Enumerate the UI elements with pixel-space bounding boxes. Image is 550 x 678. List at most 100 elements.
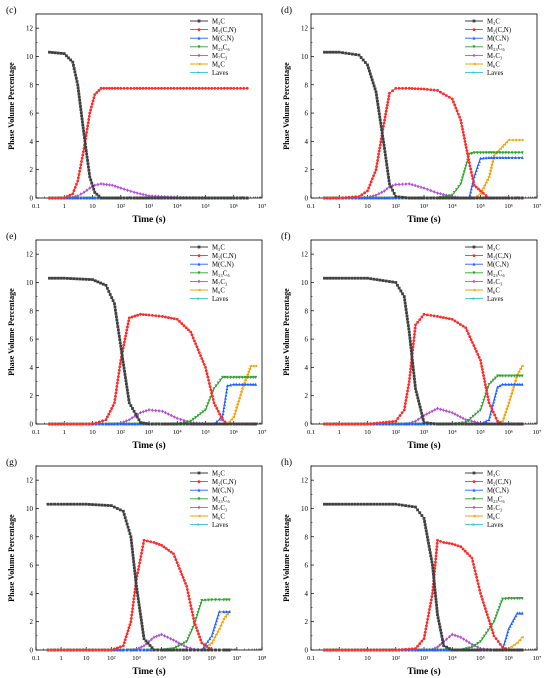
data-point (74, 73, 77, 77)
x-tick-label: 10⁶ (504, 203, 513, 210)
data-point (441, 638, 444, 641)
y-tick-label: 12 (26, 251, 34, 259)
legend-marker (472, 279, 476, 284)
data-point (425, 624, 428, 628)
data-point (517, 151, 521, 155)
data-point (102, 196, 106, 200)
data-point (134, 412, 138, 416)
data-point (498, 374, 502, 378)
data-point (484, 194, 488, 198)
data-point (194, 86, 198, 90)
legend-item: Laves (190, 70, 229, 77)
data-point (479, 358, 482, 362)
data-point (484, 181, 488, 184)
data-point (220, 620, 224, 624)
data-point (340, 276, 344, 280)
data-point (211, 398, 215, 401)
data-point (450, 410, 454, 415)
data-point (450, 542, 454, 546)
y-tick-label: 4 (30, 138, 34, 146)
data-point (87, 278, 91, 281)
data-point (400, 411, 404, 415)
legend-item: Laves (465, 522, 504, 529)
data-point (520, 151, 524, 155)
legend-marker (472, 488, 476, 492)
data-point (97, 194, 101, 198)
data-point (130, 422, 134, 426)
data-point (185, 420, 189, 424)
data-point (406, 317, 409, 321)
data-point (428, 551, 432, 555)
data-point (81, 123, 85, 127)
data-point (146, 641, 150, 645)
data-point (113, 422, 116, 426)
legend-marker (472, 71, 476, 74)
data-point (205, 372, 209, 376)
data-point (359, 648, 363, 652)
data-point (420, 315, 424, 319)
data-point (135, 196, 139, 200)
legend-label: M₂₃C₆ (212, 44, 230, 51)
data-point (92, 187, 96, 191)
data-point (116, 185, 120, 189)
data-point (180, 573, 184, 576)
data-point (138, 558, 142, 562)
data-point (236, 399, 240, 403)
data-point (367, 66, 370, 70)
data-point (73, 185, 77, 189)
data-point (476, 641, 480, 646)
data-point (469, 416, 473, 421)
legend-label: M₂₃C₆ (487, 270, 505, 277)
data-point (427, 541, 430, 545)
data-point (389, 185, 393, 189)
data-point (388, 182, 391, 186)
data-point (366, 276, 369, 280)
data-point (117, 331, 121, 335)
x-tick-label: 10⁵ (182, 655, 191, 662)
data-point (180, 642, 183, 647)
data-point (380, 190, 384, 195)
data-point (76, 83, 80, 87)
data-point (53, 502, 56, 506)
data-point (391, 196, 395, 200)
data-point (383, 118, 386, 122)
data-point (363, 191, 367, 195)
data-point (412, 368, 415, 372)
data-point (99, 196, 103, 200)
x-tick-label: 10 (83, 655, 90, 662)
chart-panel-e: (e)0.1 1 10 10² 10³ 10⁴ 10⁵ 10⁶ 10⁷024681012Time… (6, 231, 266, 451)
data-point (144, 193, 148, 197)
data-point (87, 118, 91, 121)
data-point (96, 196, 100, 200)
data-point (210, 391, 214, 395)
data-point (497, 606, 501, 610)
data-point (397, 503, 401, 507)
data-point (323, 50, 326, 54)
data-point (120, 351, 124, 354)
data-point (468, 193, 472, 197)
data-point (124, 635, 128, 639)
data-point (195, 422, 199, 426)
data-point (201, 360, 205, 363)
data-point (323, 422, 326, 426)
data-point (419, 408, 423, 412)
legend-item: M₃C (465, 245, 500, 252)
legend-item: M(C,N) (465, 262, 509, 269)
data-point (413, 183, 417, 188)
data-point (464, 422, 468, 426)
data-point (79, 192, 83, 196)
data-point (192, 422, 196, 426)
data-point (211, 638, 215, 642)
data-point (178, 567, 181, 570)
data-point (87, 502, 91, 506)
data-point (465, 196, 468, 200)
data-point (85, 127, 89, 131)
data-point (133, 569, 137, 573)
data-point (374, 193, 378, 197)
legend-marker (197, 36, 201, 40)
y-tick-label: 0 (30, 195, 34, 203)
data-point (65, 648, 69, 652)
data-point (79, 111, 83, 115)
data-point (112, 505, 116, 509)
data-point (129, 620, 133, 624)
